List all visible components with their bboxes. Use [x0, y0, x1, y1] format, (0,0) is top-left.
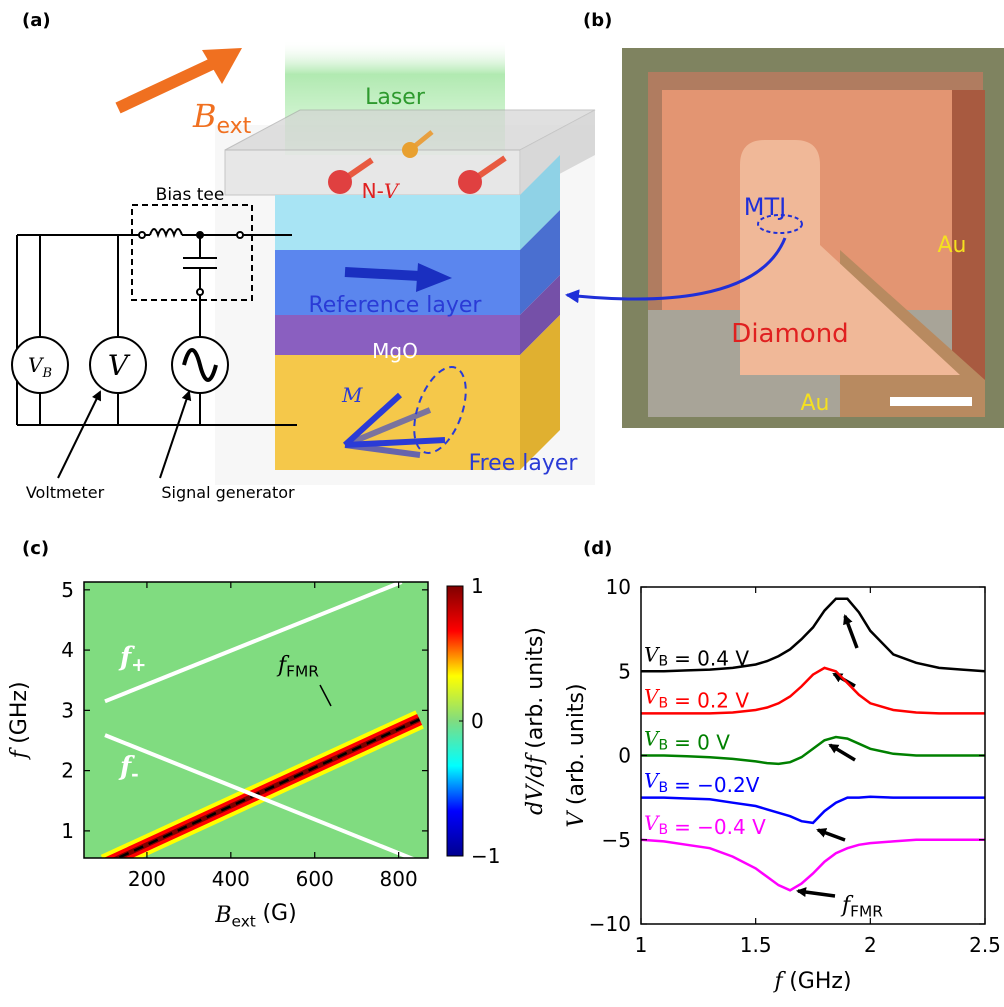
symbol: V — [384, 179, 401, 203]
y-tick-label: −10 — [589, 912, 631, 936]
nv-center — [458, 170, 482, 194]
y-tick-label: 1 — [61, 819, 74, 843]
y-tick-label: 5 — [618, 659, 631, 683]
series-label: VB= 0.4 V — [644, 642, 749, 670]
figure: (a) (b) (c) (d) Laser Bext N-V Referen — [0, 0, 1004, 1007]
diamond-bottom — [275, 195, 520, 250]
subscript: ext — [217, 114, 252, 139]
symbol: dV/df — [523, 752, 548, 815]
reference-layer-label: Reference layer — [309, 293, 483, 318]
series-label: VB= −0.4 V — [644, 811, 766, 839]
x-tick-label: 400 — [212, 867, 250, 891]
scale-bar — [890, 397, 972, 406]
signal-generator-label: Signal generator — [161, 483, 295, 502]
unit: (GHz) — [7, 681, 32, 743]
voltmeter-symbol: V — [108, 349, 131, 382]
device-diagram: Laser Bext N-V Reference layer MgO M — [12, 40, 595, 502]
series-name: = 0 V — [674, 731, 730, 755]
voltmeter-label: Voltmeter — [26, 483, 105, 502]
subscript: B — [658, 653, 668, 669]
subscript: FMR — [286, 663, 319, 681]
subscript: B — [658, 738, 668, 754]
series-name: = 0.2 V — [674, 689, 749, 713]
heatmap-background — [84, 582, 428, 858]
x-axis-label: f(GHz) — [772, 969, 851, 994]
free-layer-label: Free layer — [469, 451, 579, 476]
pointer-arrow — [160, 392, 189, 478]
device-photo: MTJ Au Au Diamond — [567, 48, 1004, 428]
fmr-label: fFMR — [840, 893, 883, 921]
x-axis-label: Bext (G) — [214, 901, 296, 931]
au-label: Au — [801, 391, 830, 416]
panel-label: (d) — [583, 538, 612, 559]
x-tick-label: 2.5 — [969, 933, 1001, 957]
series-label: VB= 0.2 V — [644, 684, 749, 712]
symbol: B — [214, 903, 231, 928]
y-tick-label: 3 — [61, 698, 74, 722]
resonance-arrows — [798, 616, 857, 896]
panel-label: (b) — [583, 10, 612, 31]
subscript: - — [131, 765, 139, 786]
magnetization-label: M — [341, 383, 363, 407]
subscript: B — [658, 822, 668, 838]
laser-label: Laser — [365, 85, 426, 110]
subscript: B — [658, 780, 668, 796]
mtj-label: MTJ — [744, 193, 786, 221]
y-tick-label: 0 — [618, 744, 631, 768]
symbol: f — [7, 747, 32, 761]
colorbar-label: dV/df (arb. units) — [523, 627, 548, 815]
series-name: = −0.2V — [674, 773, 760, 797]
unit: (G) — [262, 901, 296, 926]
y-tick-label: 10 — [606, 575, 631, 599]
subscript: FMR — [850, 903, 883, 921]
series-name: = −0.4 V — [674, 815, 766, 839]
unit: (arb. units) — [564, 683, 589, 805]
colorbar-tick-label: 0 — [471, 709, 484, 733]
panel-label: (c) — [22, 538, 49, 559]
colorbar-tick-label: −1 — [471, 844, 500, 868]
x-tick-label: 2 — [864, 933, 877, 957]
subscript: ext — [232, 913, 256, 931]
diamond-label: Diamond — [731, 319, 848, 349]
symbol: B — [192, 97, 217, 135]
unit: (GHz) — [789, 969, 851, 994]
reference-arrow — [345, 272, 420, 276]
x-tick-label: 800 — [380, 867, 418, 891]
subscript: B — [658, 696, 668, 712]
y-tick-label: 2 — [61, 759, 74, 783]
x-tick-label: 600 — [296, 867, 334, 891]
y-axis-label: f (GHz) — [7, 681, 32, 760]
series-name: = 0.4 V — [674, 646, 749, 670]
nv-label: N-V — [362, 179, 401, 203]
series-label: VB= −0.2V — [644, 769, 760, 797]
y-axis-label: V (arb. units) — [564, 683, 589, 827]
symbol: V — [564, 810, 589, 828]
y-tick-label: 4 — [61, 638, 74, 662]
field-label: Bext — [192, 97, 252, 139]
series-line — [641, 840, 985, 891]
unit: (arb. units) — [523, 627, 548, 749]
au-label: Au — [938, 233, 967, 258]
x-tick-label: 1 — [635, 933, 648, 957]
subscript: + — [131, 655, 146, 676]
x-tick-label: 1.5 — [740, 933, 772, 957]
mgo-label: MgO — [372, 339, 418, 363]
pointer-arrow — [58, 392, 100, 478]
colorbar-tick-label: 1 — [471, 574, 484, 598]
subscript: B — [41, 366, 52, 381]
bias-tee-label: Bias tee — [156, 185, 225, 205]
symbol: f — [772, 969, 786, 994]
series-label: VB= 0 V — [644, 727, 730, 755]
y-tick-label: 5 — [61, 578, 74, 602]
nv-center — [328, 170, 352, 194]
x-tick-label: 200 — [128, 867, 166, 891]
prefix: N- — [362, 179, 384, 203]
nv-center — [402, 142, 418, 158]
panel-label: (a) — [22, 10, 51, 31]
y-tick-label: −5 — [602, 828, 631, 852]
